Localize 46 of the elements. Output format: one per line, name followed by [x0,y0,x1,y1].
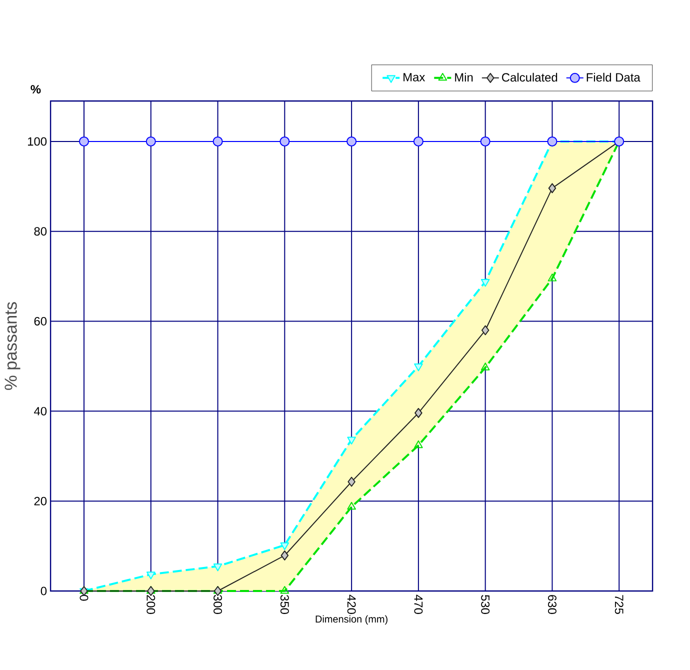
point [480,136,490,146]
point [348,476,356,487]
x-tick-label: 0 [80,594,88,601]
point [547,136,558,146]
point [414,440,423,448]
y-tick-label: 100 [28,137,47,146]
point [280,136,290,146]
text: % [30,85,41,94]
x-tick-label: 630 [548,595,556,614]
point [414,363,423,372]
point [212,136,223,146]
point [79,136,89,146]
point [146,136,156,146]
point [480,278,490,287]
point [347,436,356,444]
point [346,136,357,146]
y-tick-label: 60 [34,317,47,326]
x-tick-label: 530 [481,595,490,614]
legend-label: Field Data [586,72,640,82]
point [414,408,422,418]
legend-label: Min [455,72,473,82]
x-tick-label: 725 [614,595,624,614]
x-tick-label: 300 [214,594,222,614]
point [347,502,356,510]
point [548,274,557,282]
point [481,325,490,336]
y-axis-title: % passants [4,302,20,390]
point [413,136,424,146]
y-tick-label: 20 [34,496,47,506]
y-tick-label: 80 [34,227,47,236]
x-tick-label: 420 [347,594,356,614]
point [213,564,222,572]
x-tick-label: 200 [146,595,156,614]
point [480,362,490,370]
point [280,550,289,560]
legend-label: Calculated [502,72,558,82]
point [280,542,290,550]
x-tick-label: 350 [280,594,289,614]
y-tick-label: 40 [34,406,47,416]
legend-label: Max [404,73,426,82]
x-axis-title: Dimension (mm) [316,615,388,625]
y-tick-label: 0 [40,586,47,596]
point [146,572,156,580]
point [280,586,290,594]
x-tick-label: 470 [414,594,423,614]
point [548,183,556,194]
